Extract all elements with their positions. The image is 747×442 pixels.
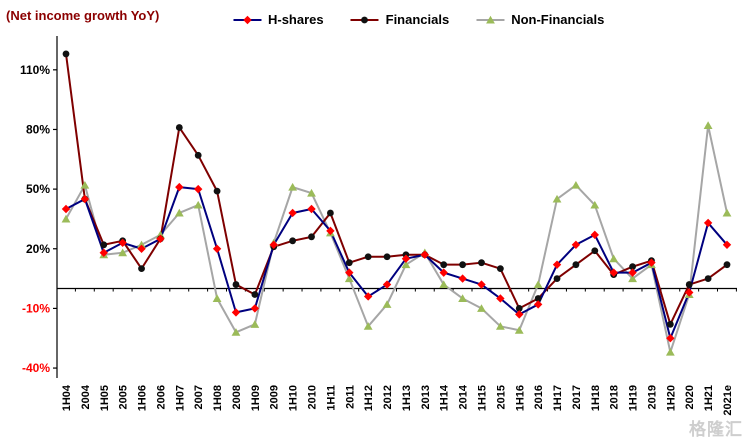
svg-text:2005: 2005	[118, 385, 130, 409]
svg-text:2019: 2019	[646, 385, 658, 409]
legend-item-h-shares: H-shares	[232, 12, 324, 27]
svg-text:1H19: 1H19	[628, 385, 640, 411]
legend-label-h-shares: H-shares	[267, 12, 324, 27]
svg-text:1H14: 1H14	[439, 384, 451, 411]
svg-text:1H07: 1H07	[174, 385, 186, 411]
svg-text:1H08: 1H08	[212, 385, 224, 411]
svg-text:2013: 2013	[420, 385, 432, 409]
svg-text:2012: 2012	[382, 385, 394, 409]
legend: H-shares Financials Non-Financials	[232, 12, 604, 27]
svg-text:2016: 2016	[533, 385, 545, 409]
svg-text:1H13: 1H13	[401, 385, 413, 411]
legend-label-non-financials: Non-Financials	[511, 12, 605, 27]
svg-text:2014: 2014	[458, 384, 470, 409]
gelonghui-watermark: 格隆汇	[689, 420, 743, 439]
svg-text:-10%: -10%	[22, 301, 50, 315]
svg-text:1H09: 1H09	[250, 385, 262, 411]
h-shares-marker-icon	[232, 15, 261, 24]
svg-text:1H21: 1H21	[703, 385, 715, 411]
svg-text:80%: 80%	[26, 122, 50, 136]
svg-text:1H17: 1H17	[552, 385, 564, 411]
svg-text:2010: 2010	[307, 385, 319, 409]
legend-label-financials: Financials	[385, 12, 450, 27]
svg-text:2018: 2018	[609, 385, 621, 409]
svg-text:1H11: 1H11	[325, 385, 337, 411]
svg-text:2007: 2007	[193, 385, 205, 409]
svg-text:1H10: 1H10	[288, 385, 300, 411]
svg-text:1H05: 1H05	[99, 385, 111, 411]
svg-text:2015: 2015	[495, 385, 507, 409]
svg-text:1H04: 1H04	[61, 384, 73, 411]
svg-text:20%: 20%	[26, 242, 50, 256]
svg-text:1H20: 1H20	[665, 385, 677, 411]
svg-text:2009: 2009	[269, 385, 281, 409]
svg-text:50%: 50%	[26, 182, 50, 196]
chart-title: (Net income growth YoY)	[6, 8, 160, 23]
svg-text:2006: 2006	[155, 385, 167, 409]
svg-text:1H15: 1H15	[476, 385, 488, 411]
non-financials-marker-icon	[476, 15, 505, 23]
svg-text:2021e: 2021e	[722, 385, 734, 416]
svg-text:1H18: 1H18	[590, 385, 602, 411]
svg-text:2020: 2020	[684, 385, 696, 409]
legend-item-non-financials: Non-Financials	[475, 12, 604, 27]
svg-text:2008: 2008	[231, 385, 243, 409]
legend-item-financials: Financials	[350, 12, 450, 27]
svg-text:1H16: 1H16	[514, 385, 526, 411]
svg-text:110%: 110%	[20, 63, 50, 77]
svg-text:-40%: -40%	[22, 361, 50, 375]
svg-text:1H12: 1H12	[363, 385, 375, 411]
svg-text:2004: 2004	[80, 384, 92, 409]
svg-text:2011: 2011	[344, 385, 356, 409]
financials-marker-icon	[350, 16, 379, 23]
svg-text:1H06: 1H06	[137, 385, 149, 411]
svg-text:2017: 2017	[571, 385, 583, 409]
